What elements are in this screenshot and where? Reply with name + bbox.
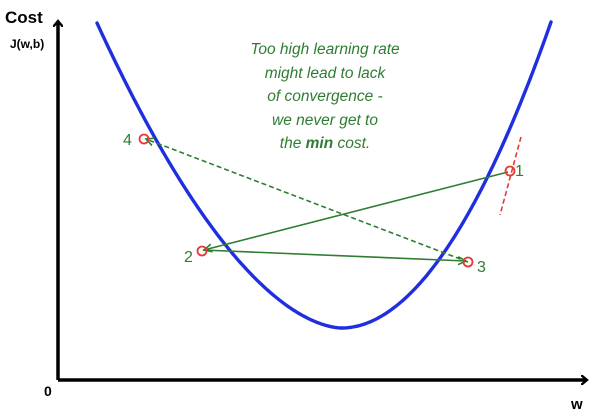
note-line-3: of convergence - [267, 88, 383, 105]
point-4-marker [138, 133, 150, 145]
note-line-1: Too high learning rate [250, 41, 400, 58]
y-axis-subtitle: J(w,b) [10, 37, 45, 51]
cost-curve [95, 20, 553, 330]
origin-label: 0 [44, 383, 52, 399]
point-2-marker [196, 245, 208, 257]
point-1-label: 1 [515, 163, 524, 180]
note-line-5: the min cost. [279, 135, 371, 152]
convergence-note: Too high learning rate might lead to lac… [220, 38, 430, 156]
step-arrow-2-to-3 [202, 249, 466, 261]
point-4-label: 4 [123, 132, 132, 149]
point-2-label: 2 [184, 249, 193, 266]
note-line-2: might lead to lack [264, 64, 386, 82]
point-3-label: 3 [477, 259, 486, 276]
step-arrow-1-to-2 [204, 171, 509, 250]
y-axis-title: Cost [5, 8, 43, 27]
step-arrow-3-to-4 [146, 139, 469, 263]
x-axis-title: w [571, 396, 583, 413]
note-emphasis: min [305, 135, 334, 152]
point-3-marker [462, 256, 474, 268]
note-line-4: we never get to [272, 111, 378, 129]
point-1-marker [504, 165, 516, 177]
